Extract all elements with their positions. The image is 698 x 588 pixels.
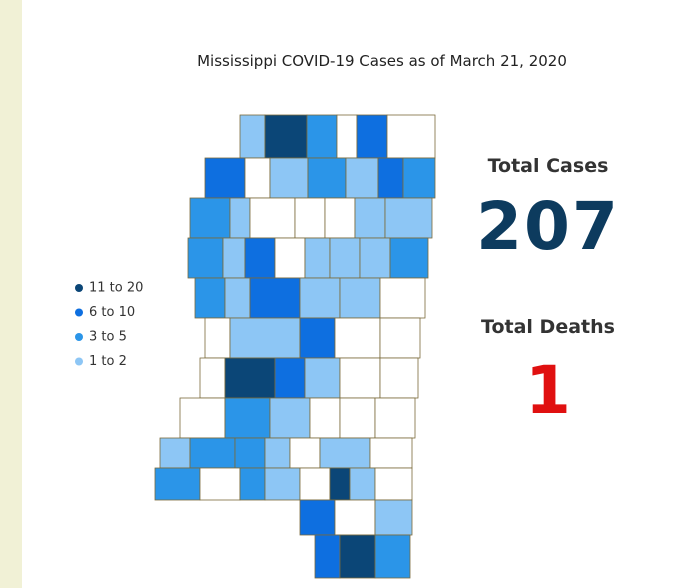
county	[224, 357, 276, 399]
county	[289, 437, 321, 469]
county	[356, 114, 388, 159]
county	[189, 437, 236, 469]
county	[294, 197, 326, 239]
county	[299, 277, 341, 319]
county	[306, 114, 338, 159]
county	[204, 317, 231, 359]
county	[374, 534, 411, 579]
deaths-label: Total Deaths	[481, 316, 615, 338]
legend-label: 1 to 2	[89, 354, 127, 369]
county	[299, 499, 336, 536]
county	[234, 437, 266, 469]
county	[379, 357, 419, 399]
county	[354, 197, 386, 239]
county	[334, 499, 376, 536]
county	[379, 317, 421, 359]
county	[229, 317, 301, 359]
county	[189, 197, 231, 239]
county	[369, 437, 413, 469]
county	[374, 467, 413, 501]
county	[244, 157, 271, 199]
county	[204, 157, 246, 199]
county	[339, 357, 381, 399]
county	[336, 114, 358, 159]
cases-label: Total Cases	[487, 155, 609, 177]
county	[314, 534, 341, 579]
county	[329, 237, 361, 279]
legend-swatch	[75, 333, 83, 341]
county	[307, 157, 347, 199]
county	[239, 467, 266, 501]
county	[264, 114, 308, 159]
county	[274, 237, 306, 279]
county	[402, 157, 436, 199]
county	[159, 437, 191, 469]
county	[269, 397, 311, 439]
county	[389, 237, 429, 279]
deaths-value: 1	[525, 352, 571, 429]
county	[187, 237, 224, 279]
county	[309, 397, 341, 439]
county	[222, 237, 246, 279]
county	[299, 317, 336, 359]
county	[304, 237, 331, 279]
county	[199, 467, 241, 501]
county	[377, 157, 404, 199]
county	[194, 277, 226, 319]
county	[345, 157, 379, 199]
county	[334, 317, 381, 359]
side-strip	[0, 0, 22, 588]
legend-swatch	[75, 284, 83, 292]
county	[249, 197, 296, 239]
legend-label: 3 to 5	[89, 330, 127, 345]
legend-label: 11 to 20	[89, 281, 143, 296]
county	[299, 467, 331, 501]
legend-swatch	[75, 308, 83, 317]
legend-label: 6 to 10	[89, 305, 135, 320]
county	[244, 237, 276, 279]
county	[319, 437, 371, 469]
county	[154, 467, 201, 501]
county	[349, 467, 376, 501]
county	[379, 277, 426, 319]
county	[324, 197, 356, 239]
county	[339, 534, 376, 579]
county	[224, 397, 271, 439]
county	[274, 357, 306, 399]
county	[386, 114, 436, 159]
county	[339, 277, 381, 319]
cases-value: 207	[476, 188, 620, 265]
map-title: Mississippi COVID-19 Cases as of March 2…	[197, 52, 567, 70]
county	[269, 157, 309, 199]
county	[264, 467, 301, 501]
county	[304, 357, 341, 399]
county	[384, 197, 433, 239]
county	[179, 397, 226, 439]
county	[199, 357, 226, 399]
county	[329, 467, 351, 501]
county	[374, 397, 416, 439]
county	[229, 197, 251, 239]
county	[339, 397, 376, 439]
county	[359, 237, 391, 279]
county	[249, 277, 301, 319]
legend-swatch	[75, 357, 83, 366]
county	[374, 499, 413, 536]
county	[239, 114, 266, 159]
county	[224, 277, 251, 319]
county	[264, 437, 291, 469]
